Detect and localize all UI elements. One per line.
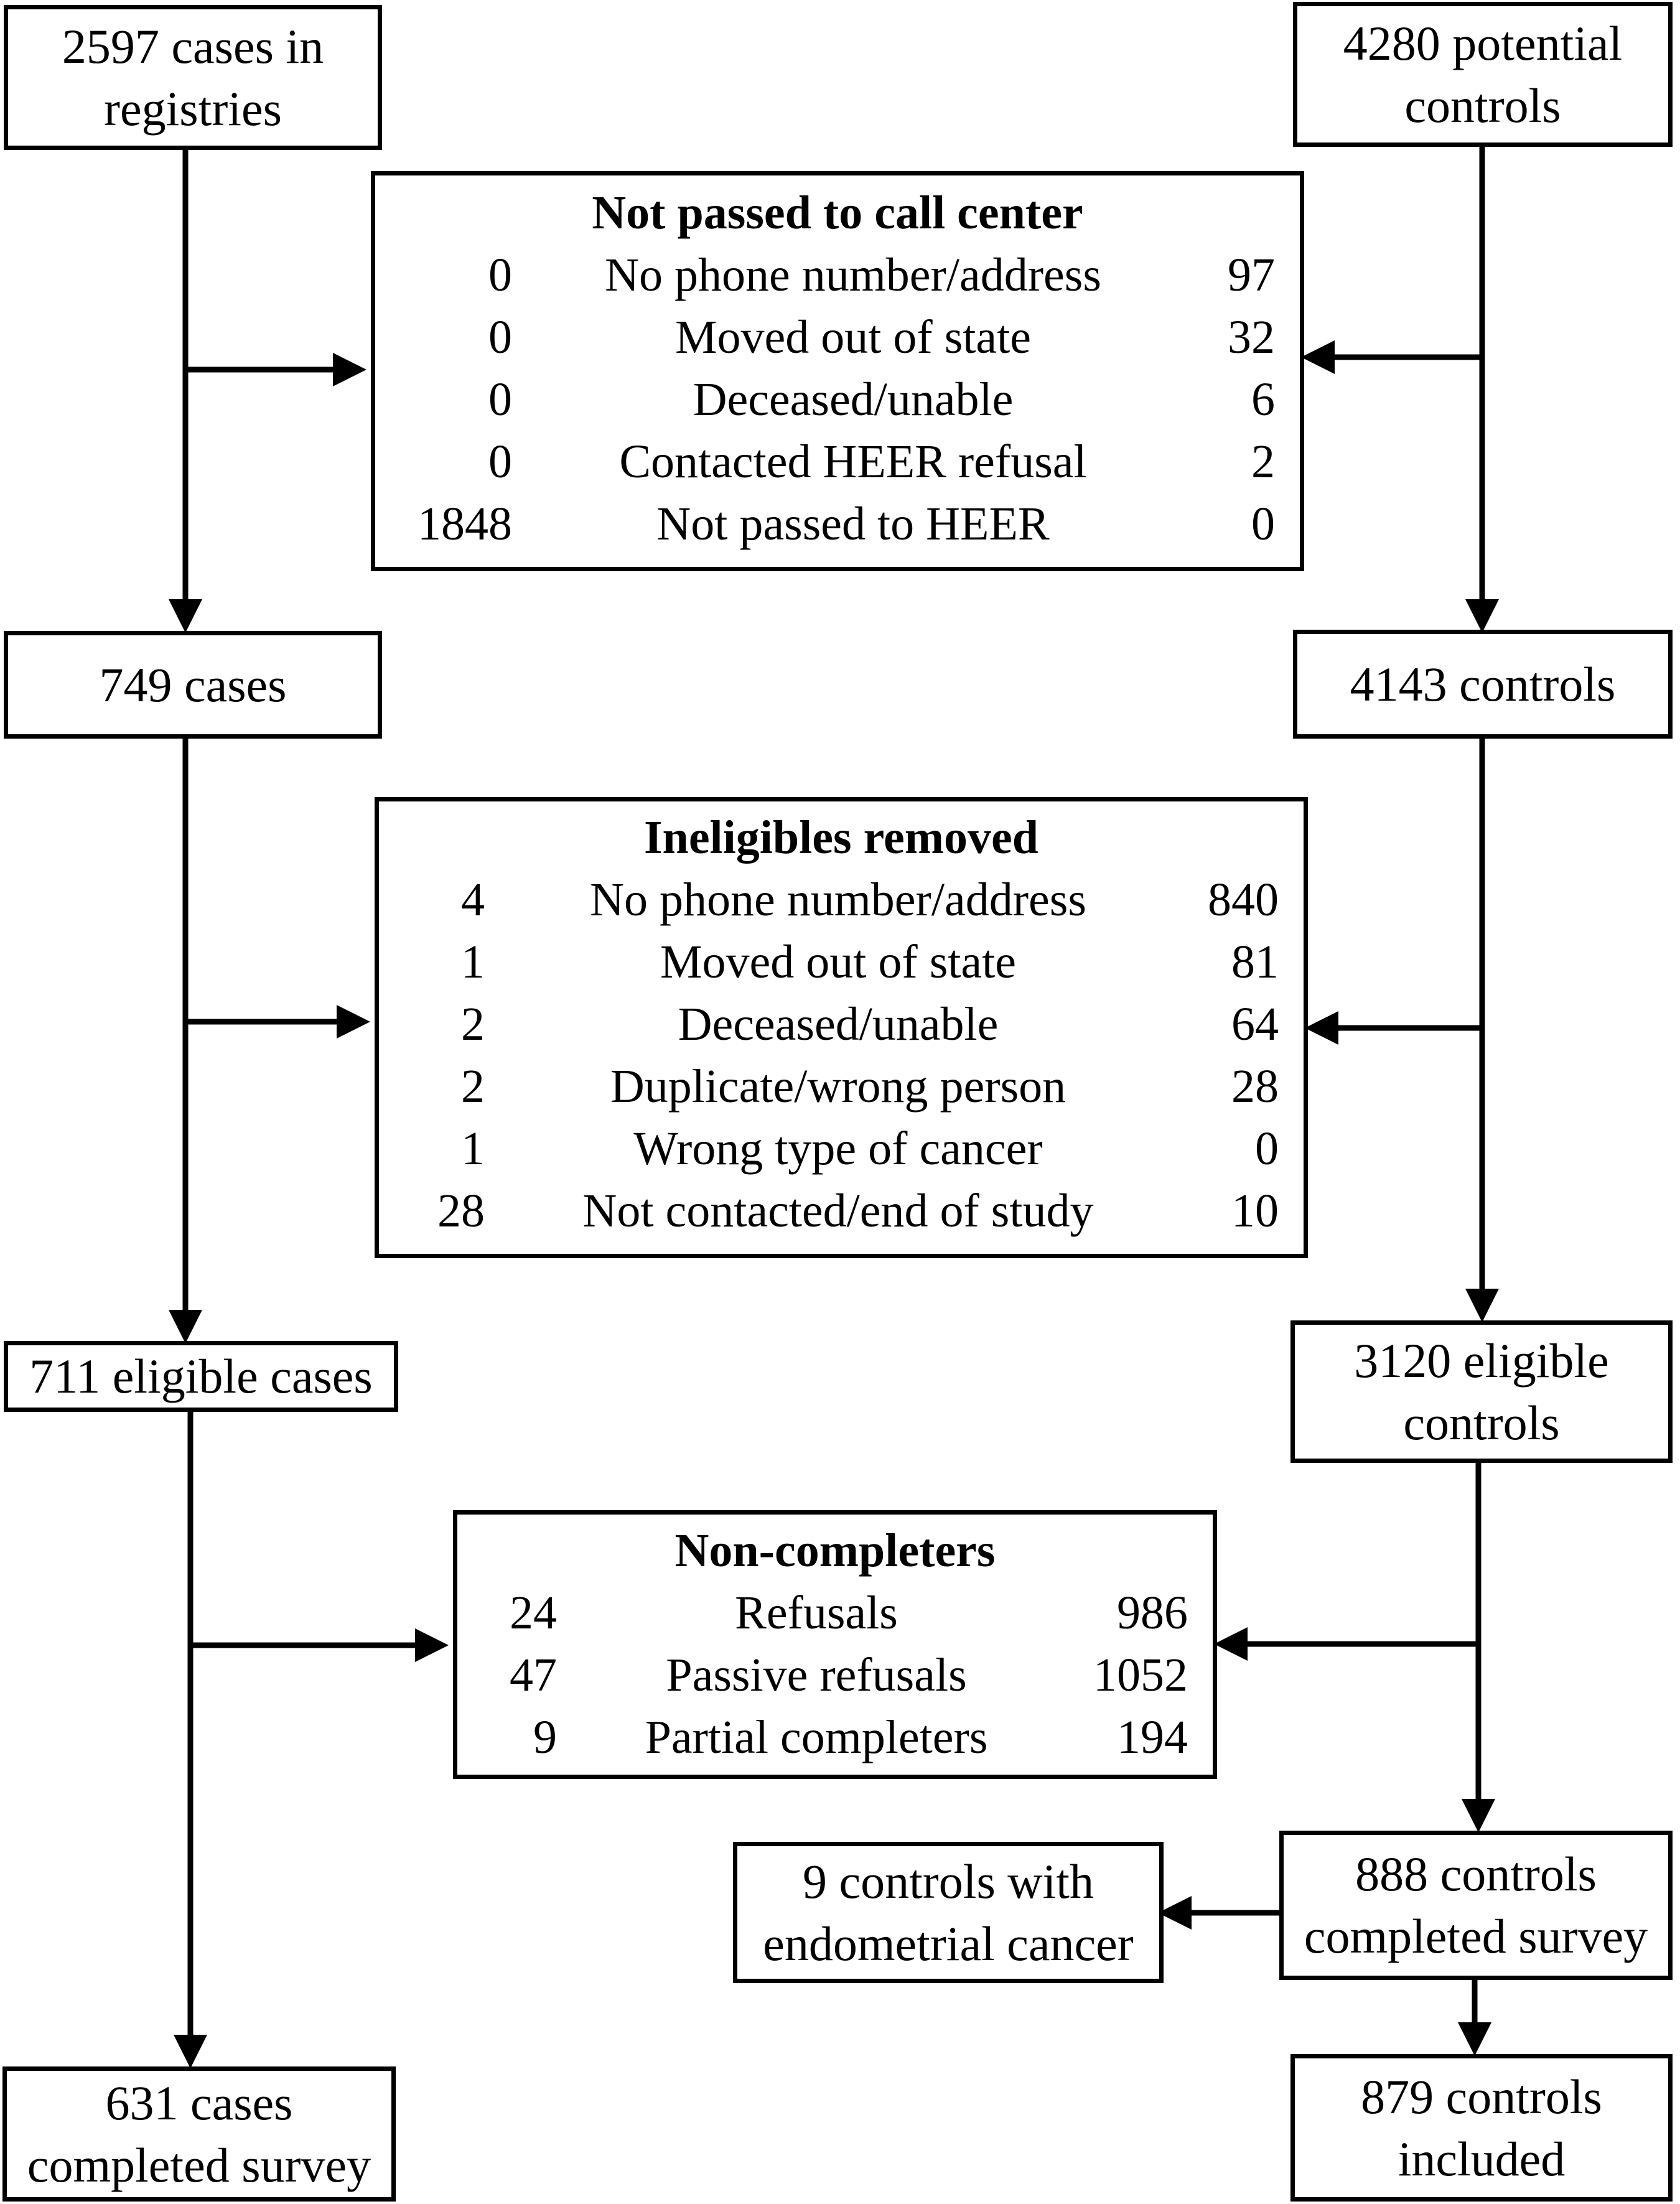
control-count: 10 <box>1231 1185 1279 1237</box>
table-row: 9 Partial completers 194 <box>482 1706 1188 1768</box>
case-count: 4 <box>461 874 485 926</box>
controls-4143-box: 4143 controls <box>1293 630 1673 739</box>
table-row: 4 No phone number/address 840 <box>404 869 1279 931</box>
reason-label: Not contacted/end of study <box>582 1185 1094 1237</box>
case-count: 24 <box>510 1587 557 1639</box>
table-row: 47 Passive refusals 1052 <box>482 1644 1188 1706</box>
reason-label: Duplicate/wrong person <box>610 1060 1066 1113</box>
control-count: 0 <box>1251 498 1275 550</box>
not-passed-title: Not passed to call center <box>592 187 1083 239</box>
eligible-controls-box: 3120 eligible controls <box>1290 1320 1673 1463</box>
table-row: 1848 Not passed to HEER 0 <box>400 493 1275 555</box>
control-count: 840 <box>1208 874 1279 926</box>
case-count: 0 <box>488 436 512 488</box>
case-count: 1 <box>461 1123 485 1175</box>
table-row: 2 Duplicate/wrong person 28 <box>404 1055 1279 1118</box>
table-row: 2 Deceased/unable 64 <box>404 993 1279 1055</box>
eligible-cases-box: 711 eligible cases <box>4 1341 398 1412</box>
ineligibles-title: Ineligibles removed <box>643 811 1038 864</box>
reason-label: No phone number/address <box>605 249 1101 301</box>
controls-endometrial-box: 9 controls with endometrial cancer <box>733 1842 1164 1983</box>
reason-label: Passive refusals <box>666 1649 967 1701</box>
table-row: 0 Contacted HEER refusal 2 <box>400 431 1275 493</box>
reason-label: Not passed to HEER <box>656 498 1050 550</box>
control-count: 32 <box>1228 311 1275 363</box>
case-count: 0 <box>488 373 512 426</box>
non-completers-table-box: Non-completers 24 Refusals 986 47 Passive re… <box>453 1510 1217 1779</box>
control-count: 97 <box>1228 249 1275 301</box>
reason-label: Wrong type of cancer <box>633 1123 1043 1175</box>
control-count: 986 <box>1117 1587 1188 1639</box>
registry-cases-box: 2597 cases in registries <box>4 5 382 150</box>
not-passed-table-box: Not passed to call center 0 No phone numb… <box>371 171 1304 571</box>
case-count: 1848 <box>418 498 512 550</box>
control-count: 6 <box>1251 373 1275 426</box>
non-completers-title: Non-completers <box>674 1525 996 1577</box>
non-completers-table: 24 Refusals 986 47 Passive refusals 1052 9 Part… <box>482 1582 1188 1768</box>
table-row: 0 Moved out of state 32 <box>400 306 1275 368</box>
table-row: 28 Not contacted/end of study 10 <box>404 1180 1279 1242</box>
control-count: 28 <box>1231 1060 1279 1113</box>
cases-749-box: 749 cases <box>4 631 382 739</box>
control-count: 194 <box>1117 1711 1188 1763</box>
reason-label: Contacted HEER refusal <box>619 436 1087 488</box>
reason-label: Refusals <box>735 1587 898 1639</box>
reason-label: Deceased/unable <box>693 373 1014 426</box>
control-count: 64 <box>1231 998 1279 1050</box>
table-row: 1 Wrong type of cancer 0 <box>404 1118 1279 1180</box>
reason-label: Deceased/unable <box>678 998 999 1050</box>
case-count: 9 <box>533 1711 557 1763</box>
case-count: 1 <box>461 936 485 988</box>
reason-label: Partial completers <box>645 1711 988 1763</box>
control-count: 2 <box>1251 436 1275 488</box>
cases-completed-box: 631 cases completed survey <box>2 2066 396 2202</box>
case-count: 2 <box>461 1060 485 1113</box>
controls-completed-box: 888 controls completed survey <box>1279 1831 1673 1980</box>
case-count: 0 <box>488 249 512 301</box>
potential-controls-box: 4280 potential controls <box>1293 2 1673 147</box>
case-count: 47 <box>510 1649 557 1701</box>
control-count: 81 <box>1231 936 1279 988</box>
control-count: 1052 <box>1093 1649 1188 1701</box>
controls-included-box: 879 controls included <box>1290 2054 1673 2202</box>
case-count: 2 <box>461 998 485 1050</box>
table-row: 0 Deceased/unable 6 <box>400 368 1275 431</box>
ineligibles-table-box: Ineligibles removed 4 No phone number/add… <box>375 797 1308 1258</box>
case-count: 0 <box>488 311 512 363</box>
ineligibles-table: 4 No phone number/address 840 1 Moved out of… <box>404 869 1279 1242</box>
reason-label: No phone number/address <box>590 874 1086 926</box>
table-row: 0 No phone number/address 97 <box>400 244 1275 306</box>
reason-label: Moved out of state <box>660 936 1016 988</box>
case-count: 28 <box>437 1185 485 1237</box>
reason-label: Moved out of state <box>674 311 1031 363</box>
not-passed-table: 0 No phone number/address 97 0 Moved out of … <box>400 244 1275 555</box>
control-count: 0 <box>1255 1123 1279 1175</box>
table-row: 24 Refusals 986 <box>482 1582 1188 1644</box>
table-row: 1 Moved out of state 81 <box>404 931 1279 993</box>
